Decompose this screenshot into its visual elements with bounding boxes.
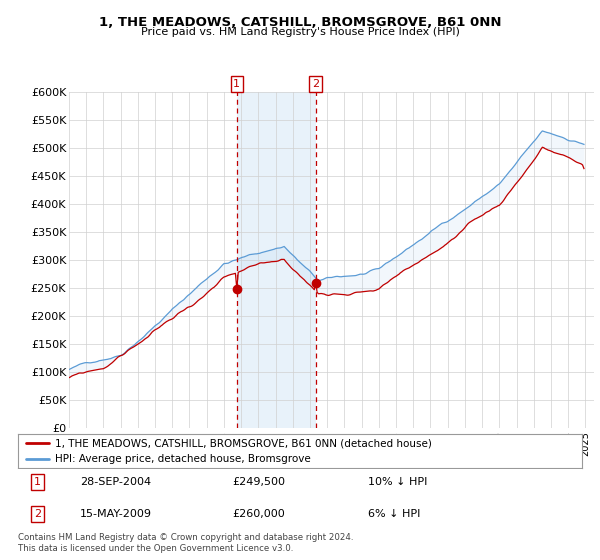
Text: 2: 2 bbox=[34, 509, 41, 519]
Text: Price paid vs. HM Land Registry's House Price Index (HPI): Price paid vs. HM Land Registry's House … bbox=[140, 27, 460, 37]
Text: 28-SEP-2004: 28-SEP-2004 bbox=[80, 477, 151, 487]
Text: 15-MAY-2009: 15-MAY-2009 bbox=[80, 509, 152, 519]
Text: £249,500: £249,500 bbox=[232, 477, 286, 487]
Text: 1: 1 bbox=[233, 79, 241, 89]
Text: HPI: Average price, detached house, Bromsgrove: HPI: Average price, detached house, Brom… bbox=[55, 454, 310, 464]
Text: 1, THE MEADOWS, CATSHILL, BROMSGROVE, B61 0NN (detached house): 1, THE MEADOWS, CATSHILL, BROMSGROVE, B6… bbox=[55, 438, 431, 448]
Text: £260,000: £260,000 bbox=[232, 509, 285, 519]
Text: Contains HM Land Registry data © Crown copyright and database right 2024.
This d: Contains HM Land Registry data © Crown c… bbox=[18, 533, 353, 553]
Text: 1, THE MEADOWS, CATSHILL, BROMSGROVE, B61 0NN: 1, THE MEADOWS, CATSHILL, BROMSGROVE, B6… bbox=[99, 16, 501, 29]
Text: 1: 1 bbox=[34, 477, 41, 487]
Text: 6% ↓ HPI: 6% ↓ HPI bbox=[368, 509, 420, 519]
Bar bbox=[237, 92, 316, 428]
Text: 2: 2 bbox=[312, 79, 319, 89]
Text: 10% ↓ HPI: 10% ↓ HPI bbox=[368, 477, 427, 487]
